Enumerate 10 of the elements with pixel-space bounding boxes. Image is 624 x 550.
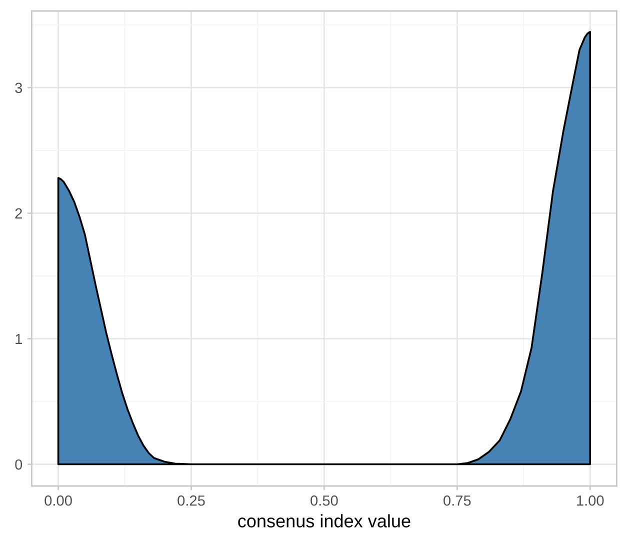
y-tick-label: 3	[15, 82, 22, 94]
y-tick-label: 2	[15, 208, 22, 218]
y-tick-label: 0	[15, 459, 22, 470]
x-tick-label: 1.00	[577, 495, 604, 506]
x-tick-label: 0.25	[178, 495, 205, 506]
x-tick-label: 0.00	[44, 495, 72, 506]
x-tick-label: 0.75	[444, 495, 471, 506]
x-tick-label: 0.50	[310, 495, 338, 506]
y-tick-label: 1	[16, 334, 22, 344]
x-axis-title: consenus index value	[238, 514, 410, 528]
